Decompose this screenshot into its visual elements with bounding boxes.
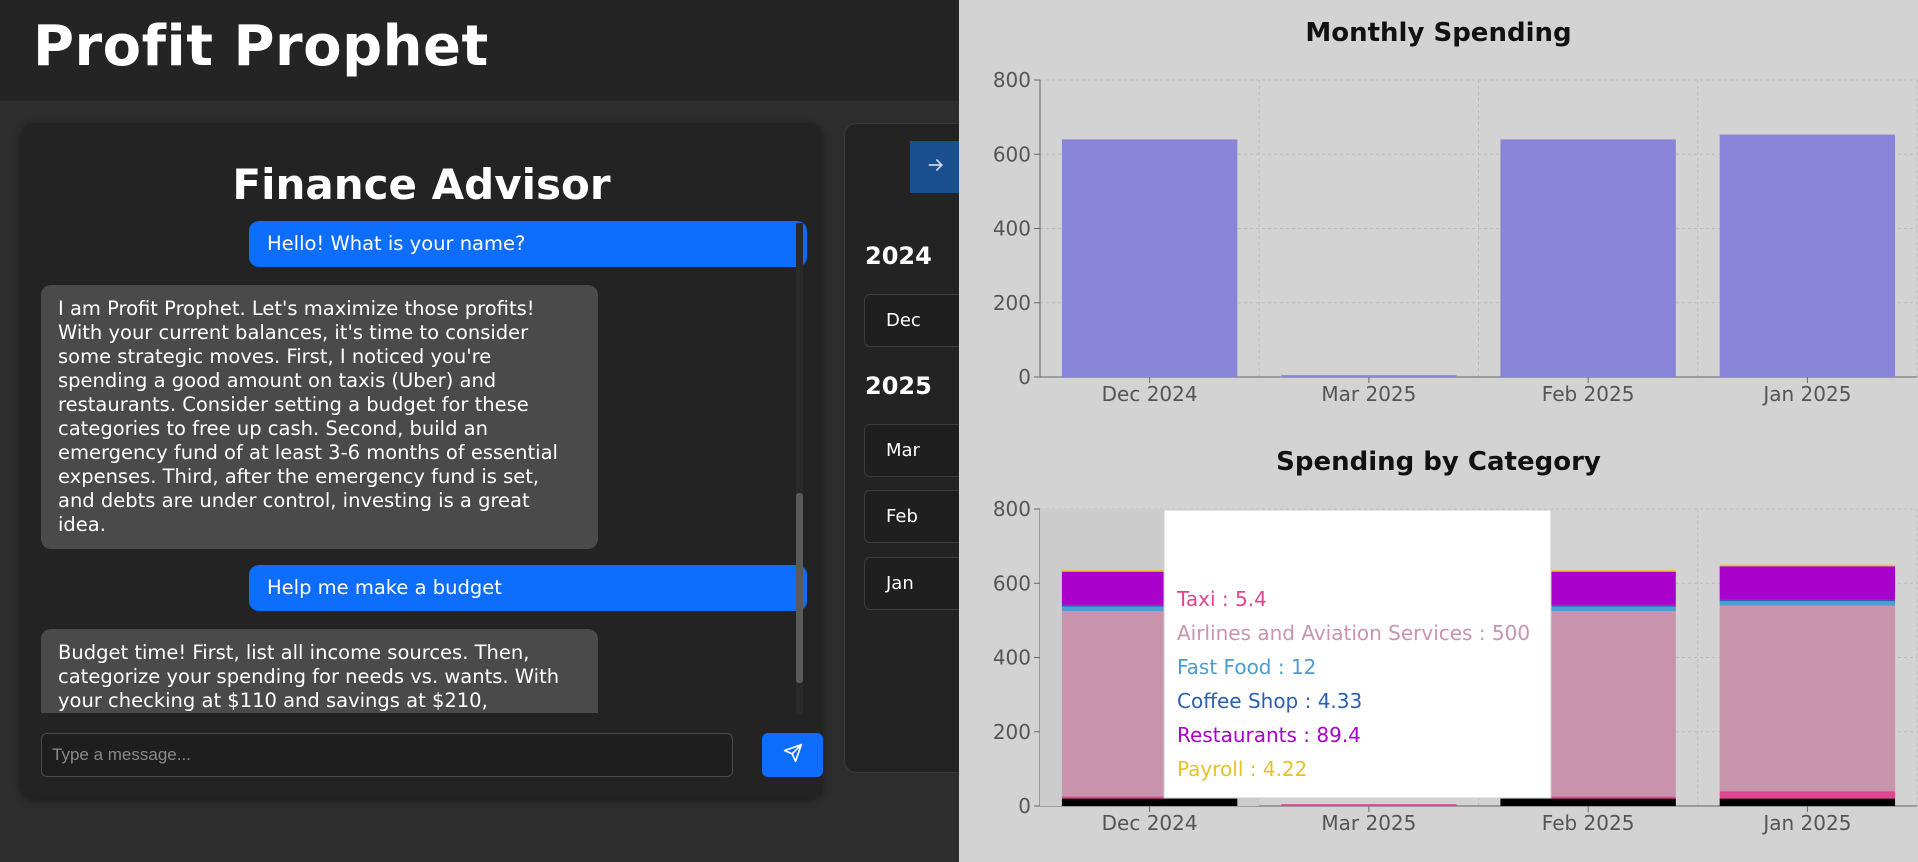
y-tick-label: 800 [993, 497, 1031, 521]
category-bar-segment [1061, 798, 1238, 806]
category-bar-segment [1500, 604, 1676, 607]
y-tick-label: 600 [993, 571, 1031, 595]
y-tick-label: 400 [993, 646, 1031, 670]
tooltip-item: Payroll : 4.22 [1177, 757, 1307, 781]
tooltip-item: Taxi : 5.4 [1176, 587, 1267, 611]
monthly-spending-chart[interactable]: 0 200 400 600 800 Dec 2024 Mar 2025 Feb 2025 Jan… [959, 0, 1918, 410]
category-bar-segment [1719, 566, 1896, 600]
category-bar-segment [1719, 605, 1896, 792]
category-bar-segment [1719, 791, 1896, 799]
collapse-panel-button[interactable] [910, 141, 962, 193]
bot-message: Budget time! First, list all income sour… [41, 629, 598, 713]
x-tick-label: Jan 2025 [1761, 382, 1851, 406]
category-bar-segment [1061, 796, 1238, 799]
year-label-2025: 2025 [865, 372, 932, 400]
user-message: Hello! What is your name? [249, 221, 807, 267]
category-bar-segment [1500, 796, 1676, 799]
y-tick-label: 400 [993, 217, 1031, 241]
category-bar-segment [1719, 798, 1896, 806]
x-tick-label: Mar 2025 [1321, 811, 1416, 835]
category-bar-segment [1719, 601, 1896, 606]
paper-plane-icon [783, 743, 803, 767]
x-tick-label: Dec 2024 [1102, 811, 1198, 835]
bot-message: I am Profit Prophet. Let's maximize thos… [41, 285, 598, 549]
y-tick-label: 200 [993, 291, 1031, 315]
chart-tooltip [1163, 509, 1552, 799]
tooltip-item: Restaurants : 89.4 [1177, 723, 1361, 747]
y-tick-label: 200 [993, 720, 1031, 744]
category-bar-segment [1061, 604, 1238, 607]
y-tick-label: 800 [993, 68, 1031, 92]
chat-title: Finance Advisor [232, 160, 611, 209]
send-button[interactable] [762, 733, 823, 777]
x-tick-label: Jan 2025 [1761, 811, 1851, 835]
message-scrollbar[interactable] [796, 223, 803, 715]
tooltip-item: Fast Food : 12 [1177, 655, 1316, 679]
app-panel: Profit Prophet Finance Advisor Hello! Wh… [0, 0, 1004, 798]
tooltip-item: Airlines and Aviation Services : 500 [1177, 621, 1530, 645]
y-tick-label: 0 [1018, 794, 1031, 818]
header-bar: Profit Prophet [0, 0, 959, 101]
charts-panel: Monthly Spending 0 200 400 600 800 Dec 2024 Ma… [959, 0, 1918, 862]
scrollbar-thumb[interactable] [796, 493, 803, 683]
arrow-right-icon [926, 155, 946, 179]
category-spending-title: Spending by Category [1276, 447, 1601, 477]
category-bar-segment [1719, 599, 1896, 602]
y-tick-label: 600 [993, 142, 1031, 166]
y-tick-label: 0 [1018, 365, 1031, 389]
spending-bar [1281, 375, 1457, 377]
category-bar-segment [1719, 564, 1896, 567]
year-label-2024: 2024 [865, 242, 932, 270]
tooltip-item: Coffee Shop : 4.33 [1177, 689, 1362, 713]
category-spending-chart[interactable]: 0 200 400 600 800 Dec 2024 Mar 2025 Feb 2025 Jan… [959, 442, 1918, 862]
category-bar-segment [1500, 606, 1676, 611]
category-bar-segment [1061, 570, 1238, 572]
x-tick-label: Feb 2025 [1542, 382, 1635, 406]
app-title: Profit Prophet [33, 14, 489, 79]
message-list[interactable]: Hello! What is your name? I am Profit Pr… [41, 221, 807, 713]
x-tick-label: Feb 2025 [1542, 811, 1635, 835]
spending-bar [1061, 139, 1238, 377]
monthly-spending-title: Monthly Spending [1305, 18, 1572, 48]
category-bar-segment [1500, 798, 1676, 806]
x-tick-label: Dec 2024 [1102, 382, 1198, 406]
user-message: Help me make a budget [249, 565, 807, 611]
category-bar-segment [1281, 804, 1457, 806]
x-tick-label: Mar 2025 [1321, 382, 1416, 406]
category-bar-segment [1500, 570, 1676, 572]
chat-card: Finance Advisor Hello! What is your name… [21, 123, 823, 798]
message-input[interactable] [41, 733, 733, 777]
category-bar-segment [1061, 606, 1238, 611]
spending-bar [1500, 139, 1676, 377]
spending-bar [1719, 134, 1896, 377]
